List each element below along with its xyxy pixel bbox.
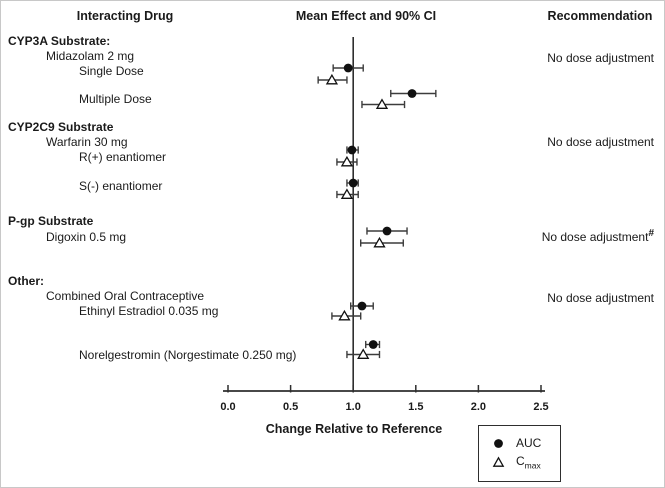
recommendation-text: No dose adjustment xyxy=(547,51,654,65)
recommendation-text: No dose adjustment xyxy=(547,291,654,305)
cmax-point xyxy=(325,73,339,85)
legend-label-auc: AUC xyxy=(516,436,542,451)
x-axis-tick-label: 2.5 xyxy=(533,401,548,413)
drug-label: R(+) enantiomer xyxy=(79,150,167,164)
x-axis-tick-label: 1.0 xyxy=(346,401,361,413)
cmax-point xyxy=(375,98,389,109)
x-axis-tick-label: 2.0 xyxy=(471,401,486,413)
column-header-mean-effect: Mean Effect and 90% CI xyxy=(295,9,437,23)
drug-label: Multiple Dose xyxy=(79,92,152,106)
legend: AUC Cmax xyxy=(478,425,561,482)
drug-label: Single Dose xyxy=(79,64,144,78)
auc-point xyxy=(357,301,367,311)
cmax-point xyxy=(338,309,351,321)
filled-circle-icon xyxy=(494,438,503,448)
legend-item-cmax: Cmax xyxy=(492,454,560,471)
open-triangle-icon xyxy=(492,456,505,467)
auc-point xyxy=(382,226,392,236)
x-axis-tick-label: 0.0 xyxy=(220,401,235,413)
drug-label: Ethinyl Estradiol 0.035 mg xyxy=(79,304,219,318)
auc-point xyxy=(343,63,353,73)
x-axis-tick-label: 1.5 xyxy=(408,401,423,413)
cmax-point xyxy=(340,155,354,167)
auc-point xyxy=(348,178,358,188)
x-axis-title: Change Relative to Reference xyxy=(265,422,443,436)
drug-group-label: CYP3A Substrate: xyxy=(8,34,111,48)
drug-label: Midazolam 2 mg xyxy=(46,49,135,63)
drug-group-label: CYP2C9 Substrate xyxy=(8,120,114,134)
drug-group-label: P-gp Substrate xyxy=(8,214,94,228)
cmax-point xyxy=(340,188,354,199)
drug-group-label: Other: xyxy=(8,274,44,288)
drug-label: Combined Oral Contraceptive xyxy=(46,289,205,303)
auc-point xyxy=(368,340,378,349)
cmax-point xyxy=(357,348,370,359)
legend-label-cmax: Cmax xyxy=(516,454,541,471)
x-axis-tick-label: 0.5 xyxy=(283,401,298,413)
drug-label: Norelgestromin (Norgestimate 0.250 mg) xyxy=(79,348,297,362)
recommendation-text: No dose adjustment# xyxy=(541,228,654,244)
column-header-recommendation: Recommendation xyxy=(547,9,653,23)
auc-point xyxy=(347,145,357,155)
cmax-point xyxy=(373,236,386,248)
legend-item-auc: AUC xyxy=(492,436,560,450)
drug-label: Digoxin 0.5 mg xyxy=(46,230,127,244)
column-header-interacting-drug: Interacting Drug xyxy=(76,9,174,23)
drug-label: Warfarin 30 mg xyxy=(46,135,128,149)
auc-point xyxy=(407,89,417,98)
footnote-marker: # xyxy=(648,228,654,239)
recommendation-text: No dose adjustment xyxy=(547,135,654,149)
drug-label: S(-) enantiomer xyxy=(79,179,163,193)
